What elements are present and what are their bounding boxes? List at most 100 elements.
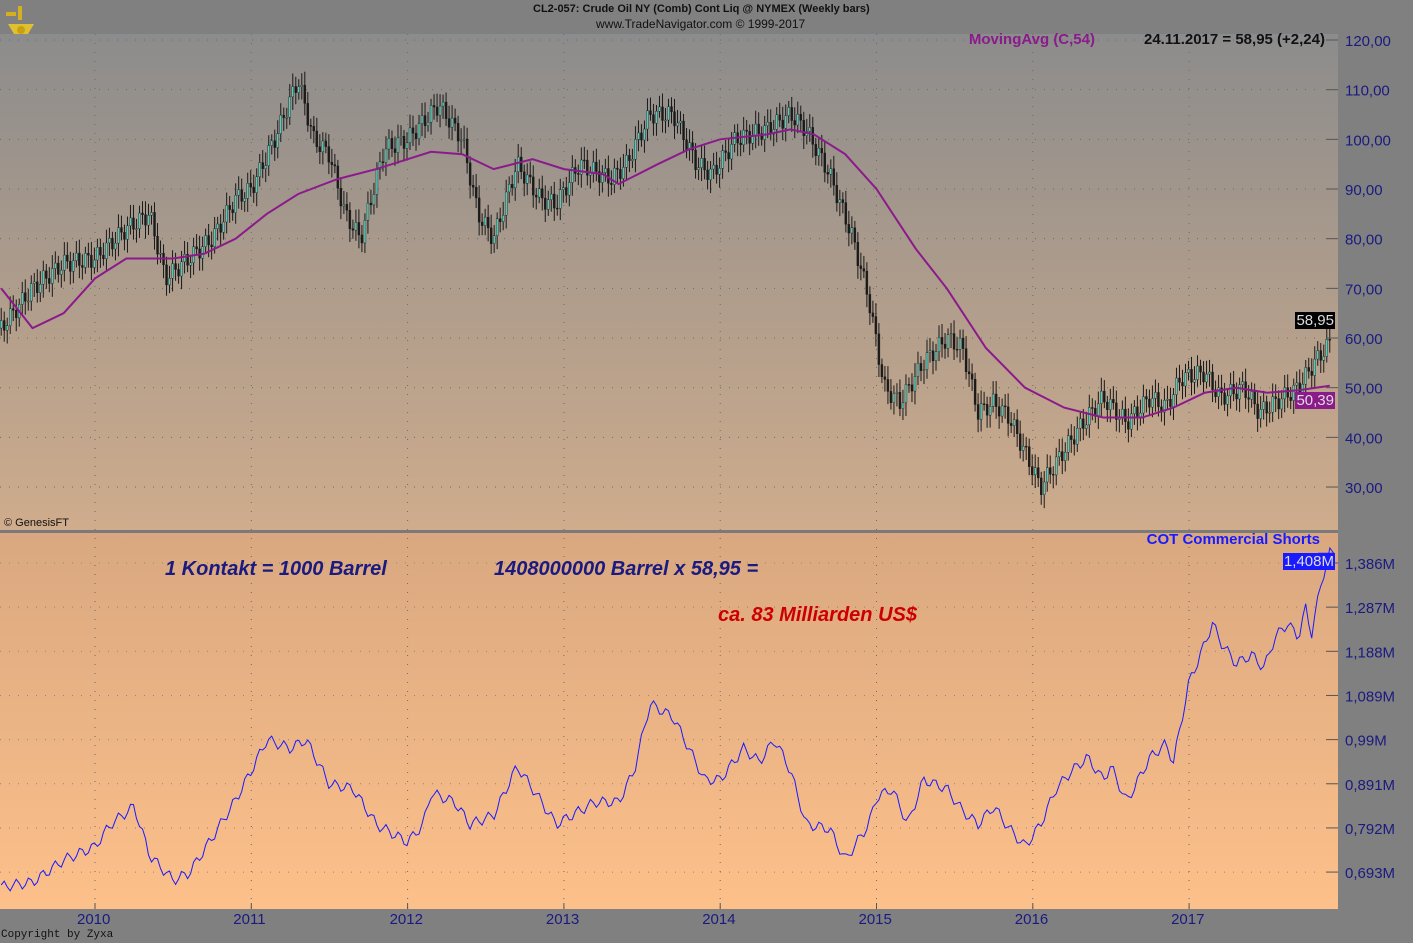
- price-bar-body: [712, 164, 715, 170]
- price-bar-body: [544, 197, 547, 210]
- price-bar-body: [721, 150, 724, 169]
- price-bar-body: [1121, 408, 1124, 418]
- price-bar-body: [360, 234, 364, 244]
- price-bar-body: [201, 246, 204, 259]
- price-bar-body: [87, 253, 90, 256]
- price-bar-body: [429, 105, 433, 123]
- price-bar-body: [1238, 384, 1241, 400]
- price-bar-body: [592, 161, 595, 174]
- price-bar-body: [1145, 396, 1148, 400]
- price-bar-body: [1217, 387, 1220, 397]
- price-bar-body: [1115, 402, 1118, 420]
- price-bar-body: [964, 348, 968, 372]
- price-bar-body: [802, 120, 805, 136]
- price-bar-body: [258, 162, 261, 177]
- price-bar-body: [387, 138, 391, 150]
- price-bar-body: [15, 310, 18, 319]
- price-bar-body: [159, 252, 162, 255]
- price-bar-body: [1130, 413, 1133, 430]
- price-bar-body: [369, 202, 373, 206]
- price-bar-body: [297, 86, 300, 93]
- price-bar-body: [156, 236, 159, 255]
- price-bar-body: [42, 270, 45, 285]
- price-bar-body: [1106, 401, 1109, 410]
- price-bar-body: [255, 176, 258, 194]
- source-label: © GenesisFT: [4, 517, 69, 529]
- price-bar-body: [1151, 398, 1154, 408]
- price-bar-body: [1322, 356, 1325, 361]
- price-bar-body: [1175, 377, 1178, 395]
- price-bar-body: [1030, 466, 1034, 475]
- price-bar-body: [700, 158, 703, 168]
- price-bar-body: [820, 148, 823, 154]
- annotation-contract: 1 Kontakt = 1000 Barrel: [165, 558, 387, 580]
- price-bar-body: [868, 294, 872, 314]
- price-bar-body: [622, 167, 625, 179]
- price-bar-body: [1184, 372, 1187, 387]
- price-bar-body: [1199, 365, 1202, 373]
- price-tick-label: 110,00: [1345, 83, 1390, 100]
- cot-legend[interactable]: COT Commercial Shorts: [1146, 531, 1320, 548]
- price-bar-body: [243, 198, 246, 202]
- price-bar-body: [1091, 407, 1094, 409]
- ma-value-tag: 50,39: [1295, 392, 1335, 409]
- price-bar-body: [1049, 467, 1052, 475]
- price-bar-body: [21, 292, 24, 305]
- price-bar-body: [330, 161, 334, 165]
- price-bar-body: [501, 215, 505, 222]
- price-bar-body: [306, 103, 310, 126]
- price-bar-body: [1328, 339, 1331, 341]
- price-bar-body: [318, 146, 322, 153]
- price-bar-body: [30, 283, 33, 302]
- price-bar-body: [195, 246, 198, 250]
- price-bar-body: [952, 333, 956, 350]
- price-bar-body: [1009, 423, 1013, 426]
- price-bar-body: [1205, 373, 1208, 383]
- price-bar-body: [60, 269, 63, 275]
- price-bar-body: [261, 162, 264, 169]
- price-bar-body: [108, 237, 111, 244]
- price-bar-body: [204, 235, 207, 247]
- price-bar-body: [420, 115, 424, 124]
- cot-tick-label: 1,089M: [1345, 688, 1395, 705]
- moving-average-line: [0, 128, 1330, 419]
- price-bar-body: [1100, 390, 1103, 404]
- price-bar-body: [1040, 477, 1043, 495]
- price-bar-body: [372, 194, 376, 206]
- price-bar-body: [1043, 481, 1046, 495]
- price-bar-body: [982, 403, 986, 405]
- price-bar-body: [45, 270, 48, 279]
- price-bar-body: [339, 188, 343, 207]
- price-bar-body: [288, 96, 291, 118]
- price-bar-body: [580, 159, 583, 175]
- indicator-label[interactable]: MovingAvg (C,54): [968, 31, 1095, 48]
- cot-tick-label: 0,891M: [1345, 777, 1395, 794]
- price-bar-body: [1073, 439, 1076, 445]
- price-bar-body: [598, 171, 601, 183]
- price-bar-body: [706, 169, 709, 180]
- cot-tick-label: 0,792M: [1345, 821, 1395, 838]
- price-bar-body: [1229, 384, 1232, 397]
- price-bar-body: [450, 117, 454, 128]
- price-bar-body: [1142, 396, 1145, 414]
- price-bar-body: [862, 268, 866, 272]
- price-bar-body: [165, 264, 168, 286]
- price-bar-body: [405, 142, 409, 149]
- price-bar-body: [459, 139, 463, 142]
- price-bar-body: [910, 384, 914, 392]
- price-bar-body: [366, 202, 370, 221]
- annotation-calc: 1408000000 Barrel x 58,95 =: [494, 558, 759, 580]
- pane-divider[interactable]: [0, 530, 1338, 533]
- price-tick-label: 50,00: [1345, 381, 1383, 398]
- price-bar-body: [1274, 396, 1277, 399]
- price-bar-body: [976, 404, 980, 420]
- price-bar-body: [853, 227, 857, 243]
- price-bar-body: [775, 114, 778, 130]
- price-bar-body: [273, 140, 276, 148]
- price-bar-body: [1202, 371, 1205, 383]
- price-bar-body: [925, 352, 929, 370]
- price-bar-body: [150, 212, 153, 216]
- price-bar-body: [649, 110, 652, 115]
- price-bar-body: [1103, 390, 1106, 403]
- price-bar-body: [541, 188, 544, 199]
